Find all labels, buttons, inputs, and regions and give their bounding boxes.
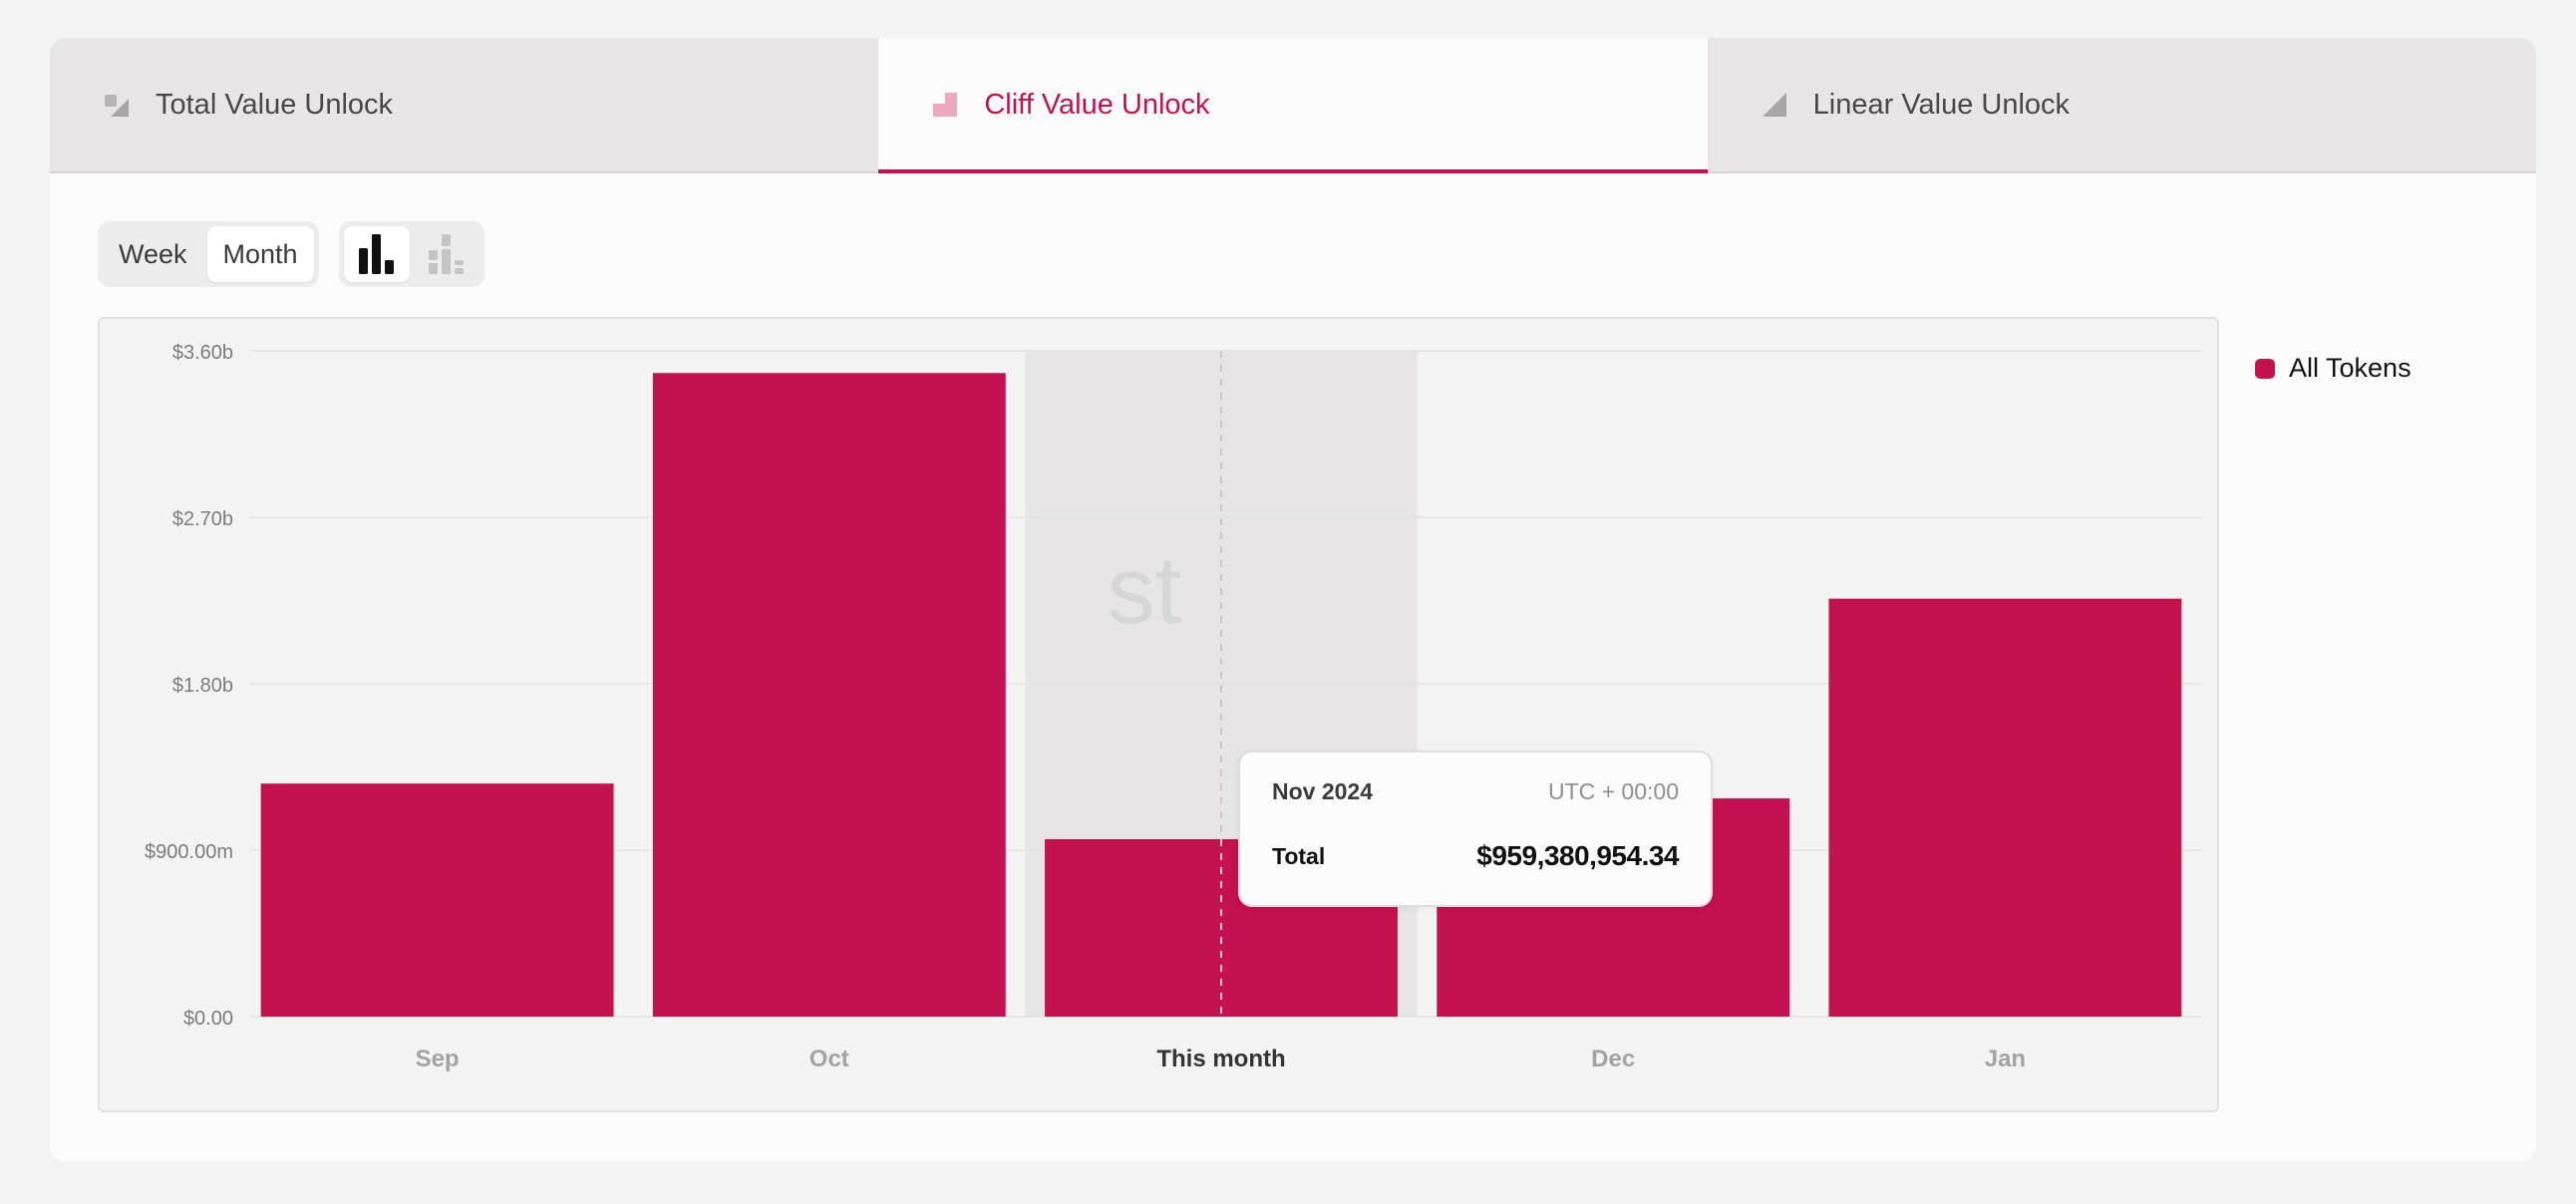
unlock-tabs: Total Value Unlock Cliff Value Unlock Li… xyxy=(50,38,2536,173)
tab-label: Cliff Value Unlock xyxy=(984,88,1210,121)
chart-view-toggle xyxy=(338,221,484,287)
bar-chart-icon xyxy=(358,234,394,274)
tooltip-total-value: $959,380,954.34 xyxy=(1476,840,1679,871)
x-tick-label: Sep xyxy=(416,1046,460,1072)
tab-linear-value-unlock[interactable]: Linear Value Unlock xyxy=(1708,38,2536,171)
legend-label: All Tokens xyxy=(2289,353,2412,383)
chart-area[interactable]: $0.00 $900.00m $1.80b $2.70b $3.60b st Sep Oct T… xyxy=(98,317,2219,1112)
y-tick-label: $1.80b xyxy=(172,675,233,697)
linear-value-icon xyxy=(1760,90,1789,120)
bar xyxy=(1828,598,2182,1017)
y-tick-label: $900.00m xyxy=(145,841,233,863)
tab-total-value-unlock[interactable]: Total Value Unlock xyxy=(50,38,878,171)
legend-swatch xyxy=(2255,358,2275,379)
watermark: st xyxy=(1108,537,1182,644)
x-tick-label: Oct xyxy=(809,1046,849,1072)
y-tick-label: $0.00 xyxy=(183,1008,233,1030)
chart-tooltip: Nov 2024 UTC + 00:00 Total $959,380,954.… xyxy=(1238,751,1713,907)
y-tick-label: $2.70b xyxy=(172,508,233,530)
x-tick-label: Dec xyxy=(1591,1046,1635,1072)
tab-cliff-value-unlock[interactable]: Cliff Value Unlock xyxy=(878,38,1708,173)
tab-label: Linear Value Unlock xyxy=(1812,88,2071,121)
period-toggle: Week Month xyxy=(98,221,319,287)
tooltip-total-label: Total xyxy=(1272,842,1326,869)
x-tick-label: This month xyxy=(1156,1046,1285,1072)
chart-legend[interactable]: All Tokens xyxy=(2255,353,2412,384)
month-button[interactable]: Month xyxy=(206,226,314,282)
unlock-card: Total Value Unlock Cliff Value Unlock Li… xyxy=(50,38,2536,1162)
bar-chart-view-button[interactable] xyxy=(343,226,410,282)
bar xyxy=(652,373,1006,1017)
y-tick-label: $3.60b xyxy=(172,342,233,364)
tab-label: Total Value Unlock xyxy=(156,88,394,121)
chart-toolbar: Week Month xyxy=(98,221,484,287)
tooltip-date: Nov 2024 xyxy=(1272,778,1374,804)
x-tick-label: Jan xyxy=(1985,1046,2026,1072)
tooltip-timezone: UTC + 00:00 xyxy=(1547,778,1679,804)
bar-chart[interactable]: $0.00 $900.00m $1.80b $2.70b $3.60b st Sep Oct T… xyxy=(100,319,2217,1110)
total-value-icon xyxy=(102,90,132,120)
week-button[interactable]: Week xyxy=(119,238,187,269)
stacked-bar-chart-icon xyxy=(428,234,464,274)
bar xyxy=(260,783,614,1017)
stacked-bar-chart-view-button[interactable] xyxy=(414,226,480,282)
cliff-value-icon xyxy=(930,90,960,120)
